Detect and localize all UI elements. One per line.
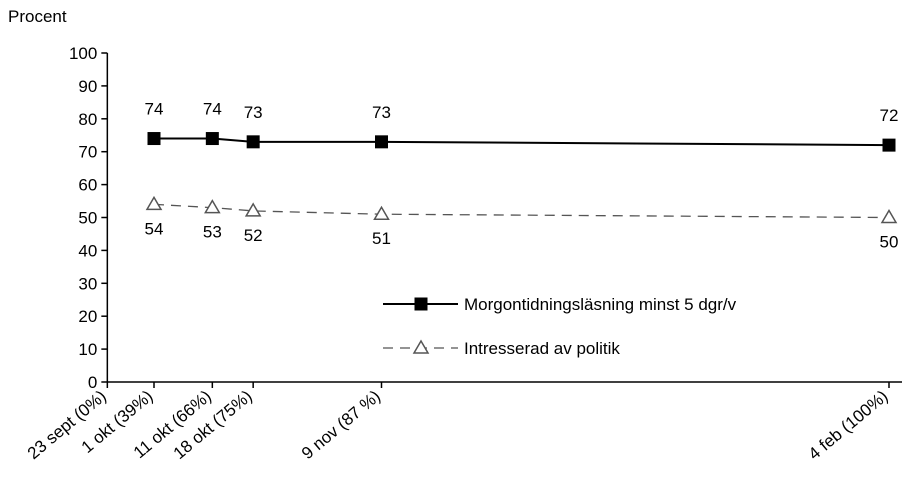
data-point-triangle bbox=[412, 339, 430, 354]
x-tick-label: 4 feb (100%) bbox=[805, 387, 892, 464]
data-label: 73 bbox=[244, 103, 263, 122]
data-point-square bbox=[375, 135, 388, 149]
series-line bbox=[153, 203, 890, 219]
data-label: 54 bbox=[145, 219, 164, 238]
y-tick-label: 20 bbox=[78, 307, 97, 326]
y-tick-label: 80 bbox=[78, 110, 97, 129]
data-label: 50 bbox=[880, 233, 899, 252]
data-point-triangle bbox=[880, 209, 898, 224]
legend-label: Morgontidningsläsning minst 5 dgr/v bbox=[464, 295, 737, 314]
data-point-square bbox=[882, 138, 896, 152]
data-label: 72 bbox=[880, 106, 899, 125]
series-1: 74 74 73 73 72 bbox=[145, 100, 899, 152]
y-axis-label: Procent bbox=[8, 7, 67, 26]
legend: Morgontidningsläsning minst 5 dgr/v Intre… bbox=[383, 295, 737, 358]
data-label: 52 bbox=[244, 226, 263, 245]
legend-item-2: Intresserad av politik bbox=[383, 339, 620, 358]
data-label: 51 bbox=[372, 229, 391, 248]
data-point-square bbox=[246, 135, 260, 149]
series-line bbox=[154, 137, 890, 147]
y-tick-label: 0 bbox=[88, 373, 97, 392]
y-tick-label: 100 bbox=[69, 44, 97, 63]
data-point-triangle bbox=[244, 202, 262, 217]
y-tick-label: 10 bbox=[78, 340, 97, 359]
legend-label: Intresserad av politik bbox=[464, 339, 620, 358]
series-layer: 74 74 73 73 72 54 53 52 51 50 bbox=[145, 100, 899, 252]
data-point-square bbox=[205, 132, 219, 146]
data-point-square bbox=[414, 297, 428, 311]
series-2: 54 53 52 51 50 bbox=[145, 195, 899, 252]
data-point-triangle bbox=[204, 199, 221, 214]
x-tick-label: 9 nov (87 %) bbox=[298, 387, 384, 464]
y-tick-label: 30 bbox=[78, 274, 97, 293]
data-point-triangle bbox=[145, 195, 163, 211]
y-tick-label: 50 bbox=[78, 209, 97, 228]
y-tick-label: 40 bbox=[78, 241, 97, 260]
y-tick-label: 70 bbox=[78, 143, 97, 162]
data-label: 73 bbox=[372, 103, 391, 122]
x-tick-label: 23 sept (0%) bbox=[24, 387, 110, 464]
data-label: 74 bbox=[145, 100, 164, 119]
legend-item-1: Morgontidningsläsning minst 5 dgr/v bbox=[383, 295, 737, 314]
data-label: 74 bbox=[203, 100, 222, 119]
y-tick-label: 90 bbox=[78, 77, 97, 96]
data-point-triangle bbox=[373, 205, 390, 220]
data-label: 53 bbox=[203, 223, 222, 242]
y-tick-label: 60 bbox=[78, 176, 97, 195]
data-point-square bbox=[147, 132, 161, 146]
